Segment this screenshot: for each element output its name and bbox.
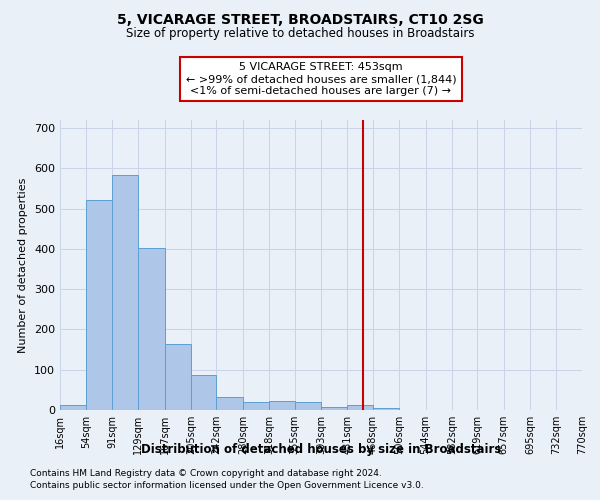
Y-axis label: Number of detached properties: Number of detached properties (19, 178, 28, 352)
Text: 5 VICARAGE STREET: 453sqm
← >99% of detached houses are smaller (1,844)
<1% of s: 5 VICARAGE STREET: 453sqm ← >99% of deta… (185, 62, 457, 96)
Text: Size of property relative to detached houses in Broadstairs: Size of property relative to detached ho… (126, 28, 474, 40)
Text: 5, VICARAGE STREET, BROADSTAIRS, CT10 2SG: 5, VICARAGE STREET, BROADSTAIRS, CT10 2S… (116, 12, 484, 26)
Text: Contains public sector information licensed under the Open Government Licence v3: Contains public sector information licen… (30, 481, 424, 490)
Bar (112, 175, 138, 410)
Bar (347, 405, 373, 410)
Bar (86, 200, 112, 410)
Bar (269, 401, 295, 410)
Text: Distribution of detached houses by size in Broadstairs: Distribution of detached houses by size … (141, 442, 501, 456)
Bar (191, 374, 217, 410)
Bar (321, 407, 347, 410)
Bar (217, 397, 243, 410)
Bar (243, 402, 269, 410)
Bar (138, 248, 164, 410)
Text: Contains HM Land Registry data © Crown copyright and database right 2024.: Contains HM Land Registry data © Crown c… (30, 468, 382, 477)
Bar (373, 408, 399, 410)
Bar (164, 344, 191, 410)
Bar (295, 402, 321, 410)
Bar (60, 405, 86, 410)
